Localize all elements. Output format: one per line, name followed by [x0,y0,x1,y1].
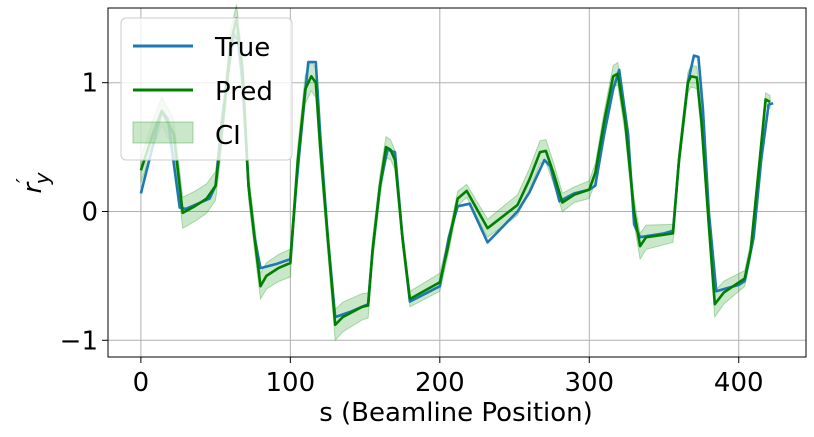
x-tick-label: 400 [714,368,764,398]
y-tick-label: −1 [60,326,98,356]
legend-box [120,17,293,161]
y-tick-label: 1 [81,69,98,99]
legend-label-ci: CI [215,121,241,151]
legend-label-true: True [214,33,270,63]
x-tick-label: 200 [415,368,465,398]
y-tick-label: 0 [81,197,98,227]
y-axis-label-prime: ′ [12,178,36,183]
x-tick-label: 300 [564,368,614,398]
legend-swatch-ci [132,121,194,144]
y-axis-label: r′y [12,171,54,193]
legend: True Pred CI [120,17,293,161]
x-tick-label: 100 [266,368,316,398]
svg-text:r′y: r′y [12,171,54,193]
y-axis-label-base: r [18,181,48,194]
y-axis-label-sub: y [30,171,54,185]
y-axis-ticks: −1 0 1 [60,69,108,356]
legend-label-pred: Pred [215,77,273,107]
x-axis-label: s (Beamline Position) [319,398,593,428]
x-tick-label: 0 [133,368,150,398]
plot-frame [107,7,807,358]
x-axis-ticks: 0 100 200 300 400 [133,357,764,398]
